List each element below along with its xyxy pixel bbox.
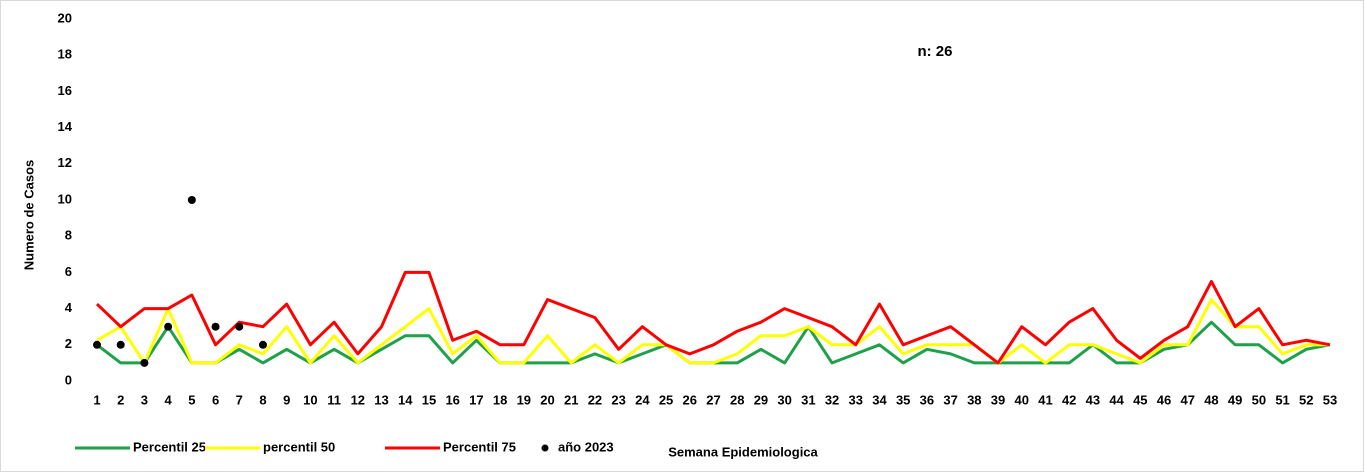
x-tick-label: 30 [777, 392, 791, 407]
x-tick-label: 42 [1062, 392, 1076, 407]
x-tick-label: 34 [872, 392, 887, 407]
x-tick-label: 11 [327, 392, 341, 407]
y-tick-label: 14 [58, 119, 73, 134]
x-tick-label: 4 [165, 392, 173, 407]
legend-label: año 2023 [558, 439, 614, 454]
x-tick-label: 47 [1180, 392, 1194, 407]
x-tick-label: 40 [1015, 392, 1029, 407]
legend-label: Percentil 25 [133, 439, 206, 454]
y-tick-label: 8 [65, 228, 72, 243]
x-tick-label: 51 [1275, 392, 1289, 407]
x-tick-label: 39 [991, 392, 1005, 407]
series-line [96, 298, 1330, 365]
y-tick-label: 12 [58, 155, 72, 170]
x-tick-label: 17 [469, 392, 483, 407]
y-tick-label: 0 [65, 372, 72, 387]
data-point [211, 322, 220, 331]
x-tick-label: 12 [351, 392, 365, 407]
x-tick-label: 27 [706, 392, 720, 407]
y-tick-label: 6 [65, 264, 72, 279]
x-tick-label: 36 [920, 392, 934, 407]
x-tick-label: 15 [422, 392, 436, 407]
x-tick-label: 35 [896, 392, 910, 407]
x-tick-label: 3 [141, 392, 148, 407]
x-tick-label: 8 [259, 392, 266, 407]
x-tick-label: 20 [540, 392, 554, 407]
x-tick-label: 44 [1109, 392, 1124, 407]
legend-label: percentil 50 [263, 439, 335, 454]
x-tick-label: 26 [683, 392, 697, 407]
x-tick-label: 29 [754, 392, 768, 407]
x-tick-label: 22 [588, 392, 602, 407]
x-tick-label: 10 [303, 392, 317, 407]
data-point [116, 340, 125, 349]
x-tick-label: 43 [1086, 392, 1100, 407]
x-tick-label: 32 [825, 392, 839, 407]
x-tick-label: 2 [117, 392, 124, 407]
x-tick-label: 46 [1157, 392, 1171, 407]
y-tick-label: 4 [65, 300, 73, 315]
y-tick-label: 18 [58, 47, 72, 62]
y-tick-label: 2 [65, 336, 72, 351]
x-axis-label: Semana Epidemiologica [668, 444, 818, 459]
x-tick-label: 9 [283, 392, 290, 407]
x-tick-label: 6 [212, 392, 219, 407]
x-tick-label: 41 [1038, 392, 1052, 407]
x-tick-label: 24 [635, 392, 650, 407]
y-tick-label: 10 [58, 191, 72, 206]
x-tick-label: 16 [445, 392, 459, 407]
x-tick-label: 38 [967, 392, 981, 407]
x-tick-label: 14 [398, 392, 413, 407]
data-point [187, 196, 196, 204]
annotation: n: 26 [917, 43, 952, 60]
series-line [95, 270, 1331, 365]
y-axis-label: Numero de Casos [21, 160, 36, 271]
x-tick-label: 49 [1228, 392, 1242, 407]
x-tick-label: 45 [1133, 392, 1147, 407]
x-tick-label: 25 [659, 392, 673, 407]
data-point [258, 340, 267, 349]
y-tick-label: 16 [58, 83, 72, 98]
x-tick-label: 1 [93, 392, 100, 407]
data-point [235, 322, 244, 331]
x-tick-label: 21 [564, 392, 578, 407]
x-tick-label: 5 [188, 392, 195, 407]
x-tick-label: 48 [1204, 392, 1218, 407]
x-tick-label: 31 [801, 392, 815, 407]
data-point [140, 358, 149, 367]
x-tick-label: 13 [374, 392, 388, 407]
x-tick-label: 52 [1299, 392, 1313, 407]
data-point [164, 322, 173, 331]
x-tick-label: 33 [849, 392, 863, 407]
data-point [93, 340, 101, 349]
x-tick-label: 18 [493, 392, 507, 407]
y-tick-label: 20 [58, 10, 72, 25]
x-tick-label: 28 [730, 392, 744, 407]
x-tick-label: 7 [236, 392, 243, 407]
x-tick-label: 37 [943, 392, 957, 407]
x-tick-label: 19 [517, 392, 531, 407]
legend-marker [541, 444, 549, 452]
legend-label: Percentil 75 [443, 439, 516, 454]
x-tick-label: 50 [1252, 392, 1266, 407]
x-tick-label: 53 [1323, 392, 1337, 407]
x-tick-label: 23 [611, 392, 625, 407]
